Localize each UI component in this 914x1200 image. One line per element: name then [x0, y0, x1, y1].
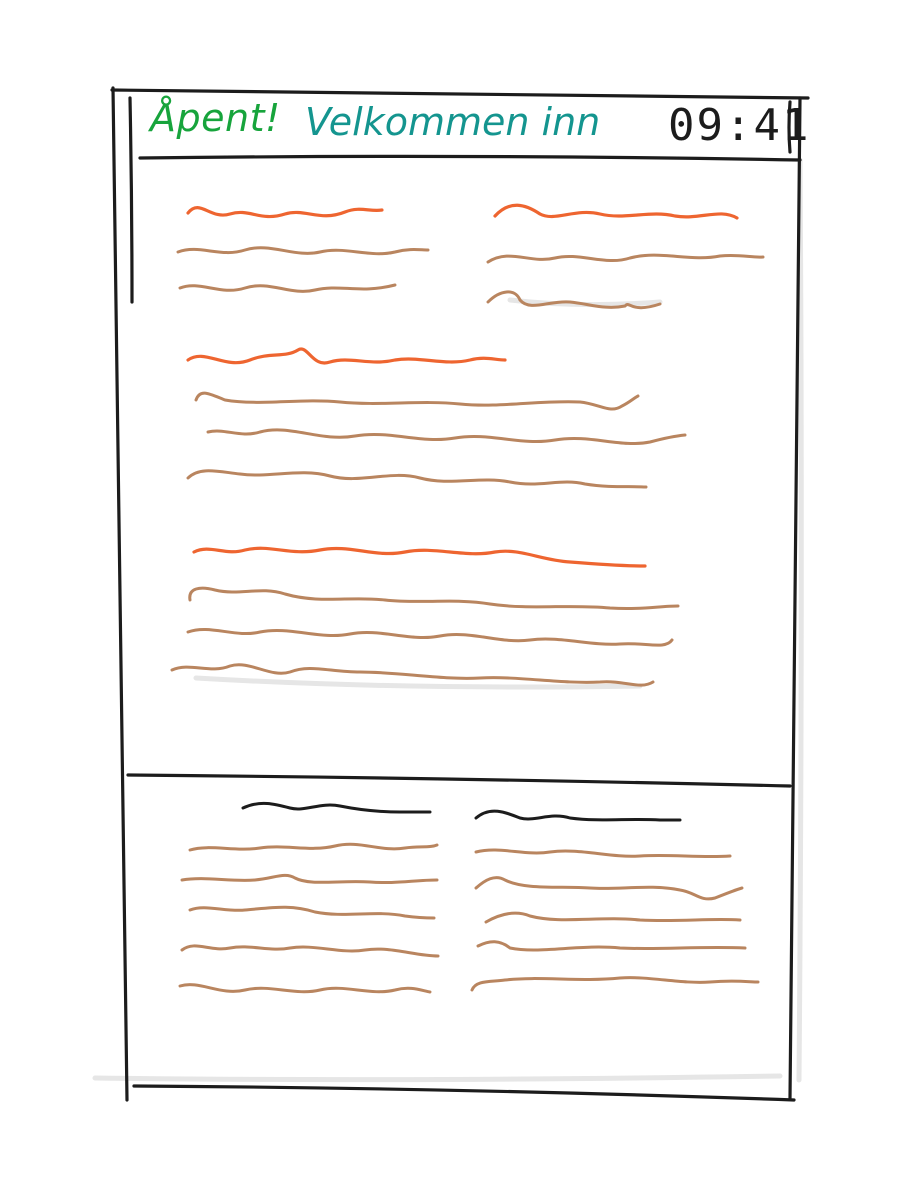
text-squiggle	[178, 983, 432, 994]
device-frame	[110, 86, 810, 1102]
open-label: Åpent!	[150, 96, 281, 140]
footer-heading-squiggle	[474, 809, 682, 822]
heading-squiggle	[186, 206, 384, 219]
text-squiggle	[194, 391, 640, 411]
section-top-right	[486, 203, 765, 310]
text-squiggle	[474, 848, 732, 859]
footer-heading-squiggle	[241, 801, 432, 814]
paper-shadows	[92, 157, 804, 1083]
clock-time: 09:41	[668, 100, 811, 151]
text-squiggle	[176, 246, 430, 256]
text-squiggle	[178, 283, 397, 293]
text-squiggle	[486, 290, 662, 310]
text-squiggle	[474, 876, 744, 901]
text-squiggle	[486, 253, 765, 264]
header-divider	[138, 154, 802, 162]
text-squiggle	[188, 905, 436, 920]
text-squiggle	[180, 873, 439, 885]
main-content	[170, 203, 765, 687]
footer-column-right	[470, 809, 760, 992]
heading-squiggle	[493, 203, 739, 220]
text-squiggle	[188, 586, 680, 611]
section-middle	[186, 347, 687, 489]
heading-squiggle	[186, 347, 507, 365]
heading-squiggle	[192, 546, 647, 568]
footer-column-left	[178, 801, 440, 994]
text-squiggle	[170, 663, 655, 687]
text-squiggle	[470, 976, 760, 992]
text-squiggle	[188, 842, 439, 852]
footer-content	[178, 801, 760, 994]
text-squiggle	[206, 428, 687, 446]
text-squiggle	[476, 940, 747, 952]
header-right-edge	[787, 100, 792, 154]
section-lower	[170, 546, 680, 687]
section-top-left	[176, 206, 430, 293]
welcome-label: Velkommen inn	[305, 100, 601, 144]
text-squiggle	[186, 469, 648, 489]
footer-divider	[126, 773, 792, 788]
text-squiggle	[484, 911, 742, 924]
text-squiggle	[186, 627, 674, 647]
text-squiggle	[180, 944, 440, 958]
